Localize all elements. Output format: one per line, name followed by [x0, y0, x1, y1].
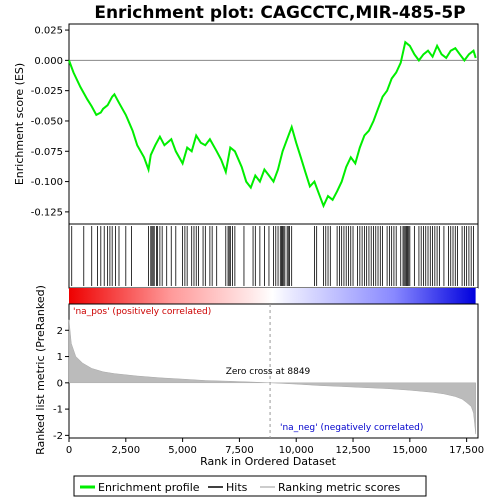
- es-y-tick-label: -0.125: [31, 207, 63, 218]
- x-tick-label: 2,500: [111, 445, 140, 456]
- es-y-tick-label: -0.075: [31, 147, 63, 158]
- ranking-metric-area: [68, 319, 476, 435]
- x-tick-label: 7,500: [225, 445, 254, 456]
- metric-y-tick-label: 0: [57, 378, 63, 389]
- x-tick-label: 10,000: [279, 445, 314, 456]
- x-axis: 0 2,500 5,000 7,500 10,000 12,500 15,000 17,500: [66, 438, 484, 456]
- es-y-tick-label: -0.050: [31, 116, 63, 127]
- metric-y-axis-label: Ranked list metric (PreRanked): [34, 285, 47, 455]
- es-y-axis-label: Enrichment score (ES): [13, 63, 26, 185]
- metric-panel: [68, 303, 479, 439]
- legend-metric-label: Ranking metric scores: [278, 481, 400, 494]
- legend-hits-label: Hits: [226, 481, 248, 494]
- metric-y-tick-label: 1: [57, 352, 63, 363]
- metric-y-tick-label: -1: [53, 405, 63, 416]
- es-y-tick-label: 0.025: [34, 26, 63, 37]
- x-tick-label: 0: [66, 445, 72, 456]
- enrichment-profile-line: [68, 40, 477, 209]
- es-y-tick-label: -0.025: [31, 86, 63, 97]
- metric-y-tick-label: -2: [53, 431, 63, 442]
- neg-label: 'na_neg' (negatively correlated): [280, 423, 423, 433]
- x-axis-label: Rank in Ordered Dataset: [200, 455, 337, 468]
- es-y-tick-label: -0.100: [31, 177, 63, 188]
- es-y-axis: 0.025 0.000 -0.025 -0.050 -0.075 -0.100 -0.125: [31, 26, 69, 218]
- rank-bar-tail: [475, 288, 478, 304]
- pos-label: 'na_pos' (positively correlated): [73, 307, 211, 317]
- rank-color-bar: [69, 288, 476, 304]
- chart-title: Enrichment plot: CAGCCTC,MIR-485-5P: [94, 3, 465, 23]
- x-tick-label: 12,500: [336, 445, 371, 456]
- x-tick-label: 5,000: [168, 445, 197, 456]
- es-panel: [68, 23, 479, 225]
- x-tick-label: 15,000: [392, 445, 427, 456]
- legend-box: [73, 475, 427, 497]
- es-y-tick-label: 0.000: [34, 56, 63, 67]
- x-tick-label: 17,500: [449, 445, 484, 456]
- hit-markers: [71, 226, 474, 286]
- legend-es-label: Enrichment profile: [98, 481, 200, 494]
- metric-y-axis: 2 1 0 -1 -2: [53, 326, 69, 442]
- zero-cross-label: Zero cross at 8849: [226, 367, 311, 377]
- metric-y-tick-label: 2: [57, 326, 63, 337]
